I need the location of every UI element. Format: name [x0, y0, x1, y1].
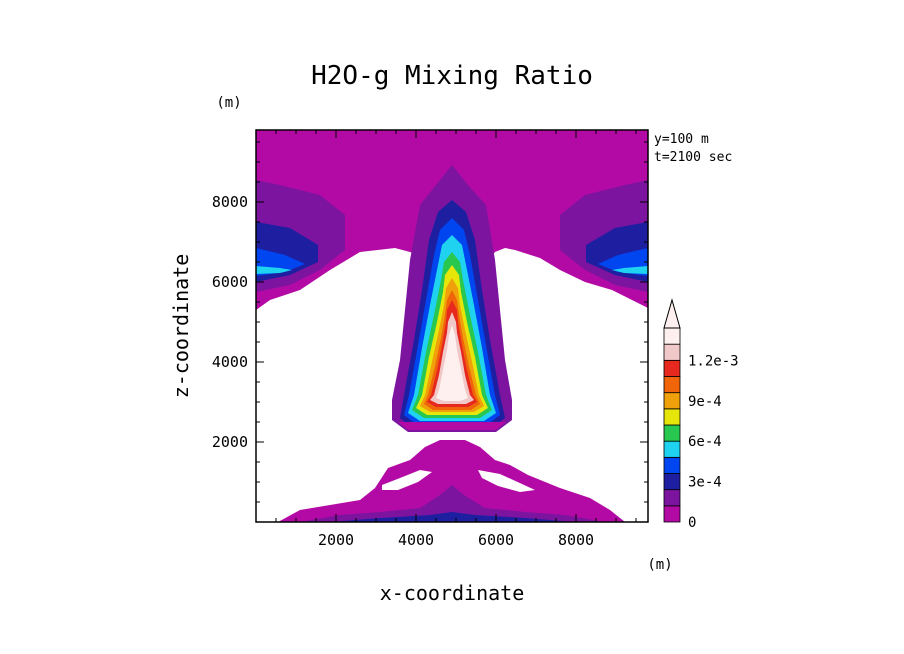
colorbar-tick-label: 1.2e-3 — [688, 353, 739, 369]
colorbar-swatch — [663, 456, 681, 474]
y-tick-label: 6000 — [212, 273, 248, 291]
colorbar-tick-label: 3e-4 — [688, 475, 722, 491]
contour-lower-gap-right — [478, 470, 535, 492]
contour-lower-gap-left — [382, 470, 432, 490]
x-axis-ticks: 2000 4000 6000 8000 — [275, 130, 637, 549]
x-tick-label: 8000 — [558, 531, 594, 549]
contour-lower-layer — [278, 440, 625, 522]
contour-upper-level4-right — [612, 266, 648, 274]
x-tick-label: 4000 — [398, 531, 434, 549]
y-tick-label: 4000 — [212, 353, 248, 371]
y-axis-ticks: 2000 4000 6000 8000 — [212, 141, 648, 503]
colorbar-swatch — [663, 376, 681, 394]
contour-upper-level4 — [256, 266, 292, 274]
plot-border — [255, 129, 649, 523]
colorbar-swatch — [663, 505, 681, 523]
colorbar-extend-arrow — [663, 298, 681, 329]
x-tick-label: 2000 — [318, 531, 354, 549]
x-axis-label: x-coordinate — [380, 581, 525, 605]
plume-level11 — [436, 325, 468, 401]
plot-frame — [255, 129, 649, 523]
colorbar: 0 3e-4 6e-4 9e-4 1.2e-3 — [663, 298, 739, 531]
colorbar-swatch — [663, 424, 681, 442]
colorbar-swatch — [663, 343, 681, 361]
colorbar-swatch — [663, 473, 681, 491]
colorbar-swatch — [663, 408, 681, 426]
annotation-y: y=100 m — [654, 132, 709, 147]
annotation-t: t=2100 sec — [654, 150, 732, 165]
y-axis-label: z-coordinate — [169, 254, 193, 399]
contour-lower-level2 — [330, 512, 575, 522]
x-unit-label: (m) — [647, 557, 672, 573]
colorbar-swatch — [663, 327, 681, 345]
y-tick-label: 8000 — [212, 193, 248, 211]
colorbar-tick-label: 0 — [688, 515, 696, 531]
y-tick-label: 2000 — [212, 433, 248, 451]
colorbar-swatch — [663, 359, 681, 377]
contour-fields — [256, 130, 648, 522]
x-tick-label: 6000 — [478, 531, 514, 549]
colorbar-tick-label: 9e-4 — [688, 394, 722, 410]
colorbar-swatch — [663, 489, 681, 507]
colorbar-swatch — [663, 440, 681, 458]
colorbar-swatch — [663, 392, 681, 410]
chart-title: H2O-g Mixing Ratio — [311, 61, 593, 91]
plume-base — [398, 422, 506, 430]
contour-lower-level1 — [300, 485, 605, 522]
y-unit-label: (m) — [216, 95, 241, 111]
colorbar-tick-label: 6e-4 — [688, 434, 722, 450]
